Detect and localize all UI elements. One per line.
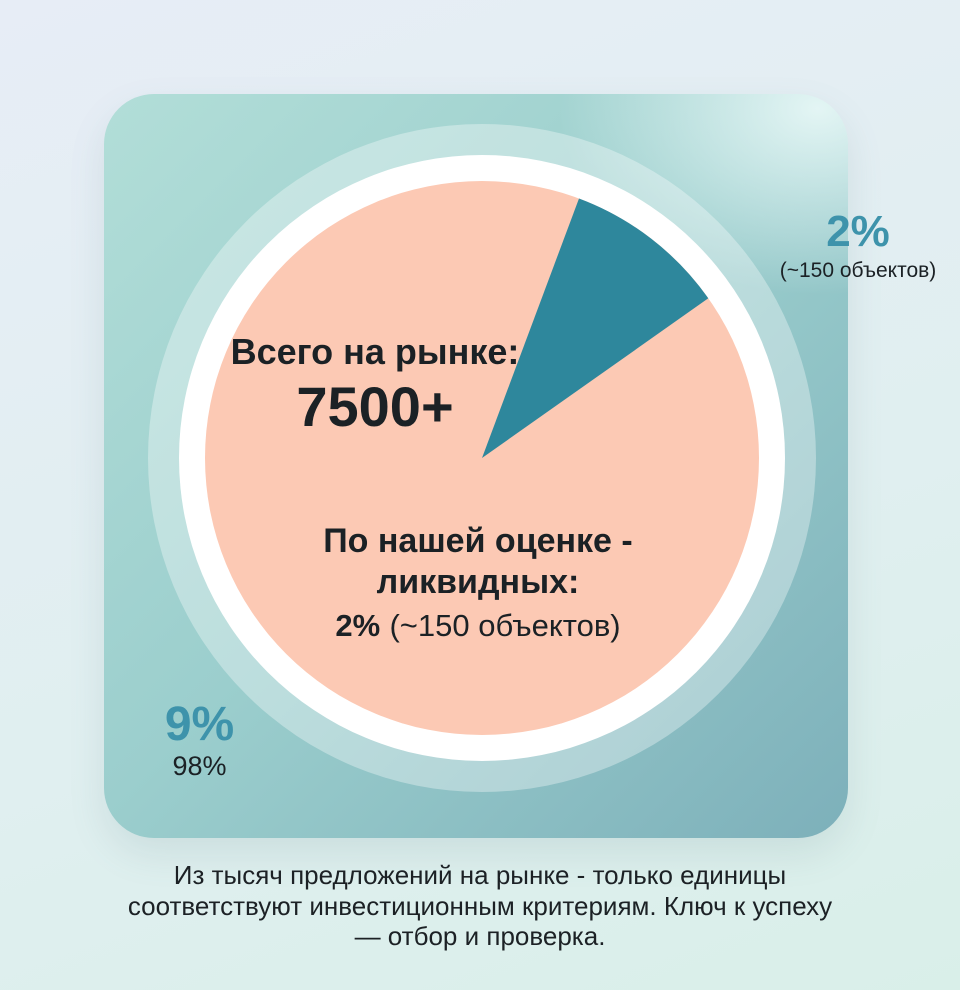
estimate-label-block: По нашей оценке - ликвидных: 2% (~150 объ… [274,521,682,645]
callout-top-right: 2% (~150 объектов) [772,207,944,283]
caption-line-1: Из тысяч предложений на рынке - только е… [173,860,787,890]
callout-top-right-note: (~150 объектов) [779,259,937,282]
market-total-label-block: Всего на рынке: 7500+ [203,330,547,440]
estimate-line2: ликвидных: [376,563,580,602]
callout-bottom-left-percent: 9% [164,698,235,751]
estimate-line1: По нашей оценке - [323,522,633,560]
estimate-percent: 2% [335,607,381,643]
pie-slice-liquid [482,198,709,458]
market-total-label: Всего на рынке: [230,331,520,372]
caption-line-3: — отбор и проверка. [354,921,606,952]
caption-line-2: соответствуют инвестиционным критериям. … [127,890,833,921]
market-total-value: 7500+ [296,375,454,439]
pie-chart [205,181,759,735]
estimate-note: (~150 объектов) [389,607,621,643]
callout-bottom-left-note: 98% [172,751,227,782]
callout-top-right-percent: 2% [826,207,890,256]
estimate-value-line: 2% (~150 объектов) [274,607,682,645]
callout-bottom-left: 9% 98% [152,698,247,782]
caption: Из тысяч предложений на рынке - только е… [70,860,890,952]
info-card: 2% (~150 объектов) Всего на рынке: 7500+… [104,94,936,838]
